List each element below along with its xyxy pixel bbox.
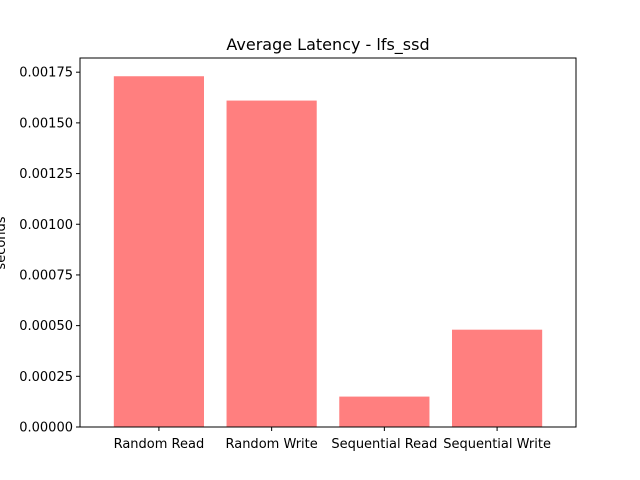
bar-random-read <box>113 76 204 427</box>
y-tick-label: 0.00100 <box>19 218 73 233</box>
y-tick-label: 0.00050 <box>19 319 73 334</box>
y-tick-label: 0.00125 <box>19 167 73 182</box>
x-tick-label: Sequential Read <box>331 437 437 452</box>
y-ticks-group: 0.00000 0.00025 0.00050 0.00075 0.00100 0.001… <box>19 66 80 436</box>
x-tick-label: Random Write <box>225 437 317 452</box>
y-tick-label: 0.00000 <box>19 421 73 436</box>
chart-title: Average Latency - lfs_ssd <box>226 35 429 55</box>
y-tick-label: 0.00150 <box>19 116 73 131</box>
y-tick-label: 0.00075 <box>19 268 73 283</box>
y-tick-label: 0.00025 <box>19 370 73 385</box>
plot-frame <box>79 57 577 428</box>
x-tick-label: Sequential Write <box>443 437 551 452</box>
y-axis-label: seconds <box>0 216 9 269</box>
bar-sequential-write <box>452 329 543 427</box>
bars-group <box>113 76 543 428</box>
x-tick-label: Random Read <box>114 437 205 452</box>
bar-random-write <box>226 100 317 428</box>
bar-sequential-read <box>339 396 430 427</box>
x-ticks-group: Random Read Random Write Sequential Read Se… <box>114 427 551 452</box>
y-tick-label: 0.00175 <box>19 66 73 81</box>
